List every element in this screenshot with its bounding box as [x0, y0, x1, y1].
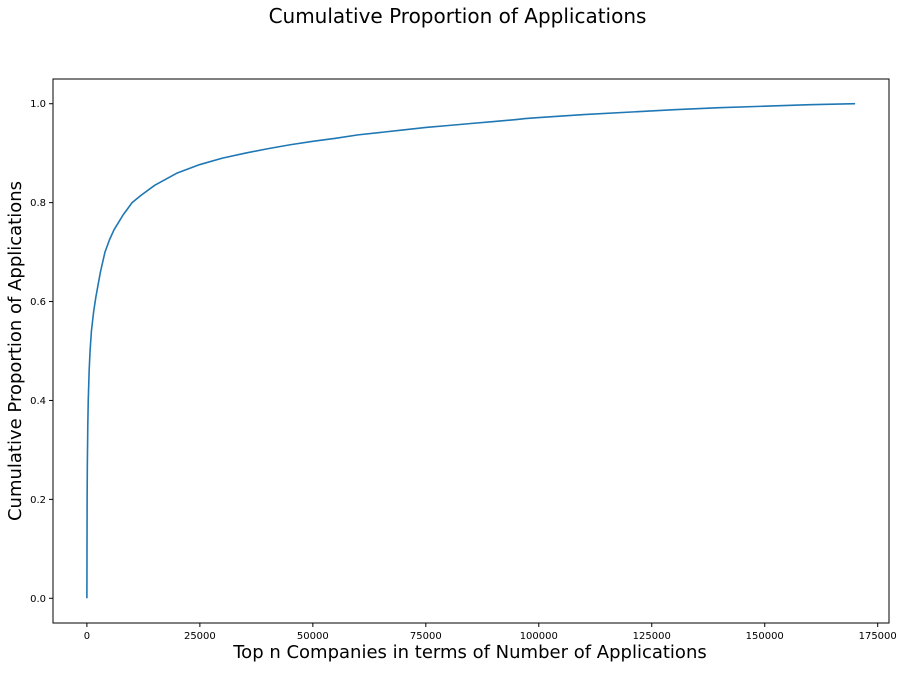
x-axis-label: Top n Companies in terms of Number of Ap… — [232, 642, 706, 663]
x-tick-label: 0 — [84, 631, 90, 642]
y-tick-label: 0.8 — [30, 198, 46, 209]
plot-area-frame — [52, 78, 890, 624]
y-tick-label: 0.2 — [30, 495, 46, 506]
y-axis-label: Cumulative Proportion of Applications — [5, 181, 26, 521]
y-tick-label: 0.6 — [30, 297, 46, 308]
x-tick-label: 25000 — [184, 631, 216, 642]
x-tick-label: 125000 — [633, 631, 671, 642]
x-tick-label: 75000 — [410, 631, 442, 642]
x-tick-label: 50000 — [297, 631, 329, 642]
y-axis: 0.0 0.2 0.4 0.6 0.8 1.0 — [30, 99, 53, 605]
y-tick-label: 1.0 — [30, 99, 46, 110]
x-axis: 0 25000 50000 75000 100000 125000 150000 175000 — [84, 623, 897, 642]
series-layer — [86, 102, 856, 599]
x-tick-label: 175000 — [859, 631, 897, 642]
x-tick-label: 150000 — [746, 631, 784, 642]
x-tick-label: 100000 — [520, 631, 558, 642]
chart-title: Cumulative Proportion of Applications — [268, 4, 647, 28]
y-tick-label: 0.0 — [30, 594, 46, 605]
y-tick-label: 0.4 — [30, 396, 46, 407]
series-line — [86, 102, 856, 599]
